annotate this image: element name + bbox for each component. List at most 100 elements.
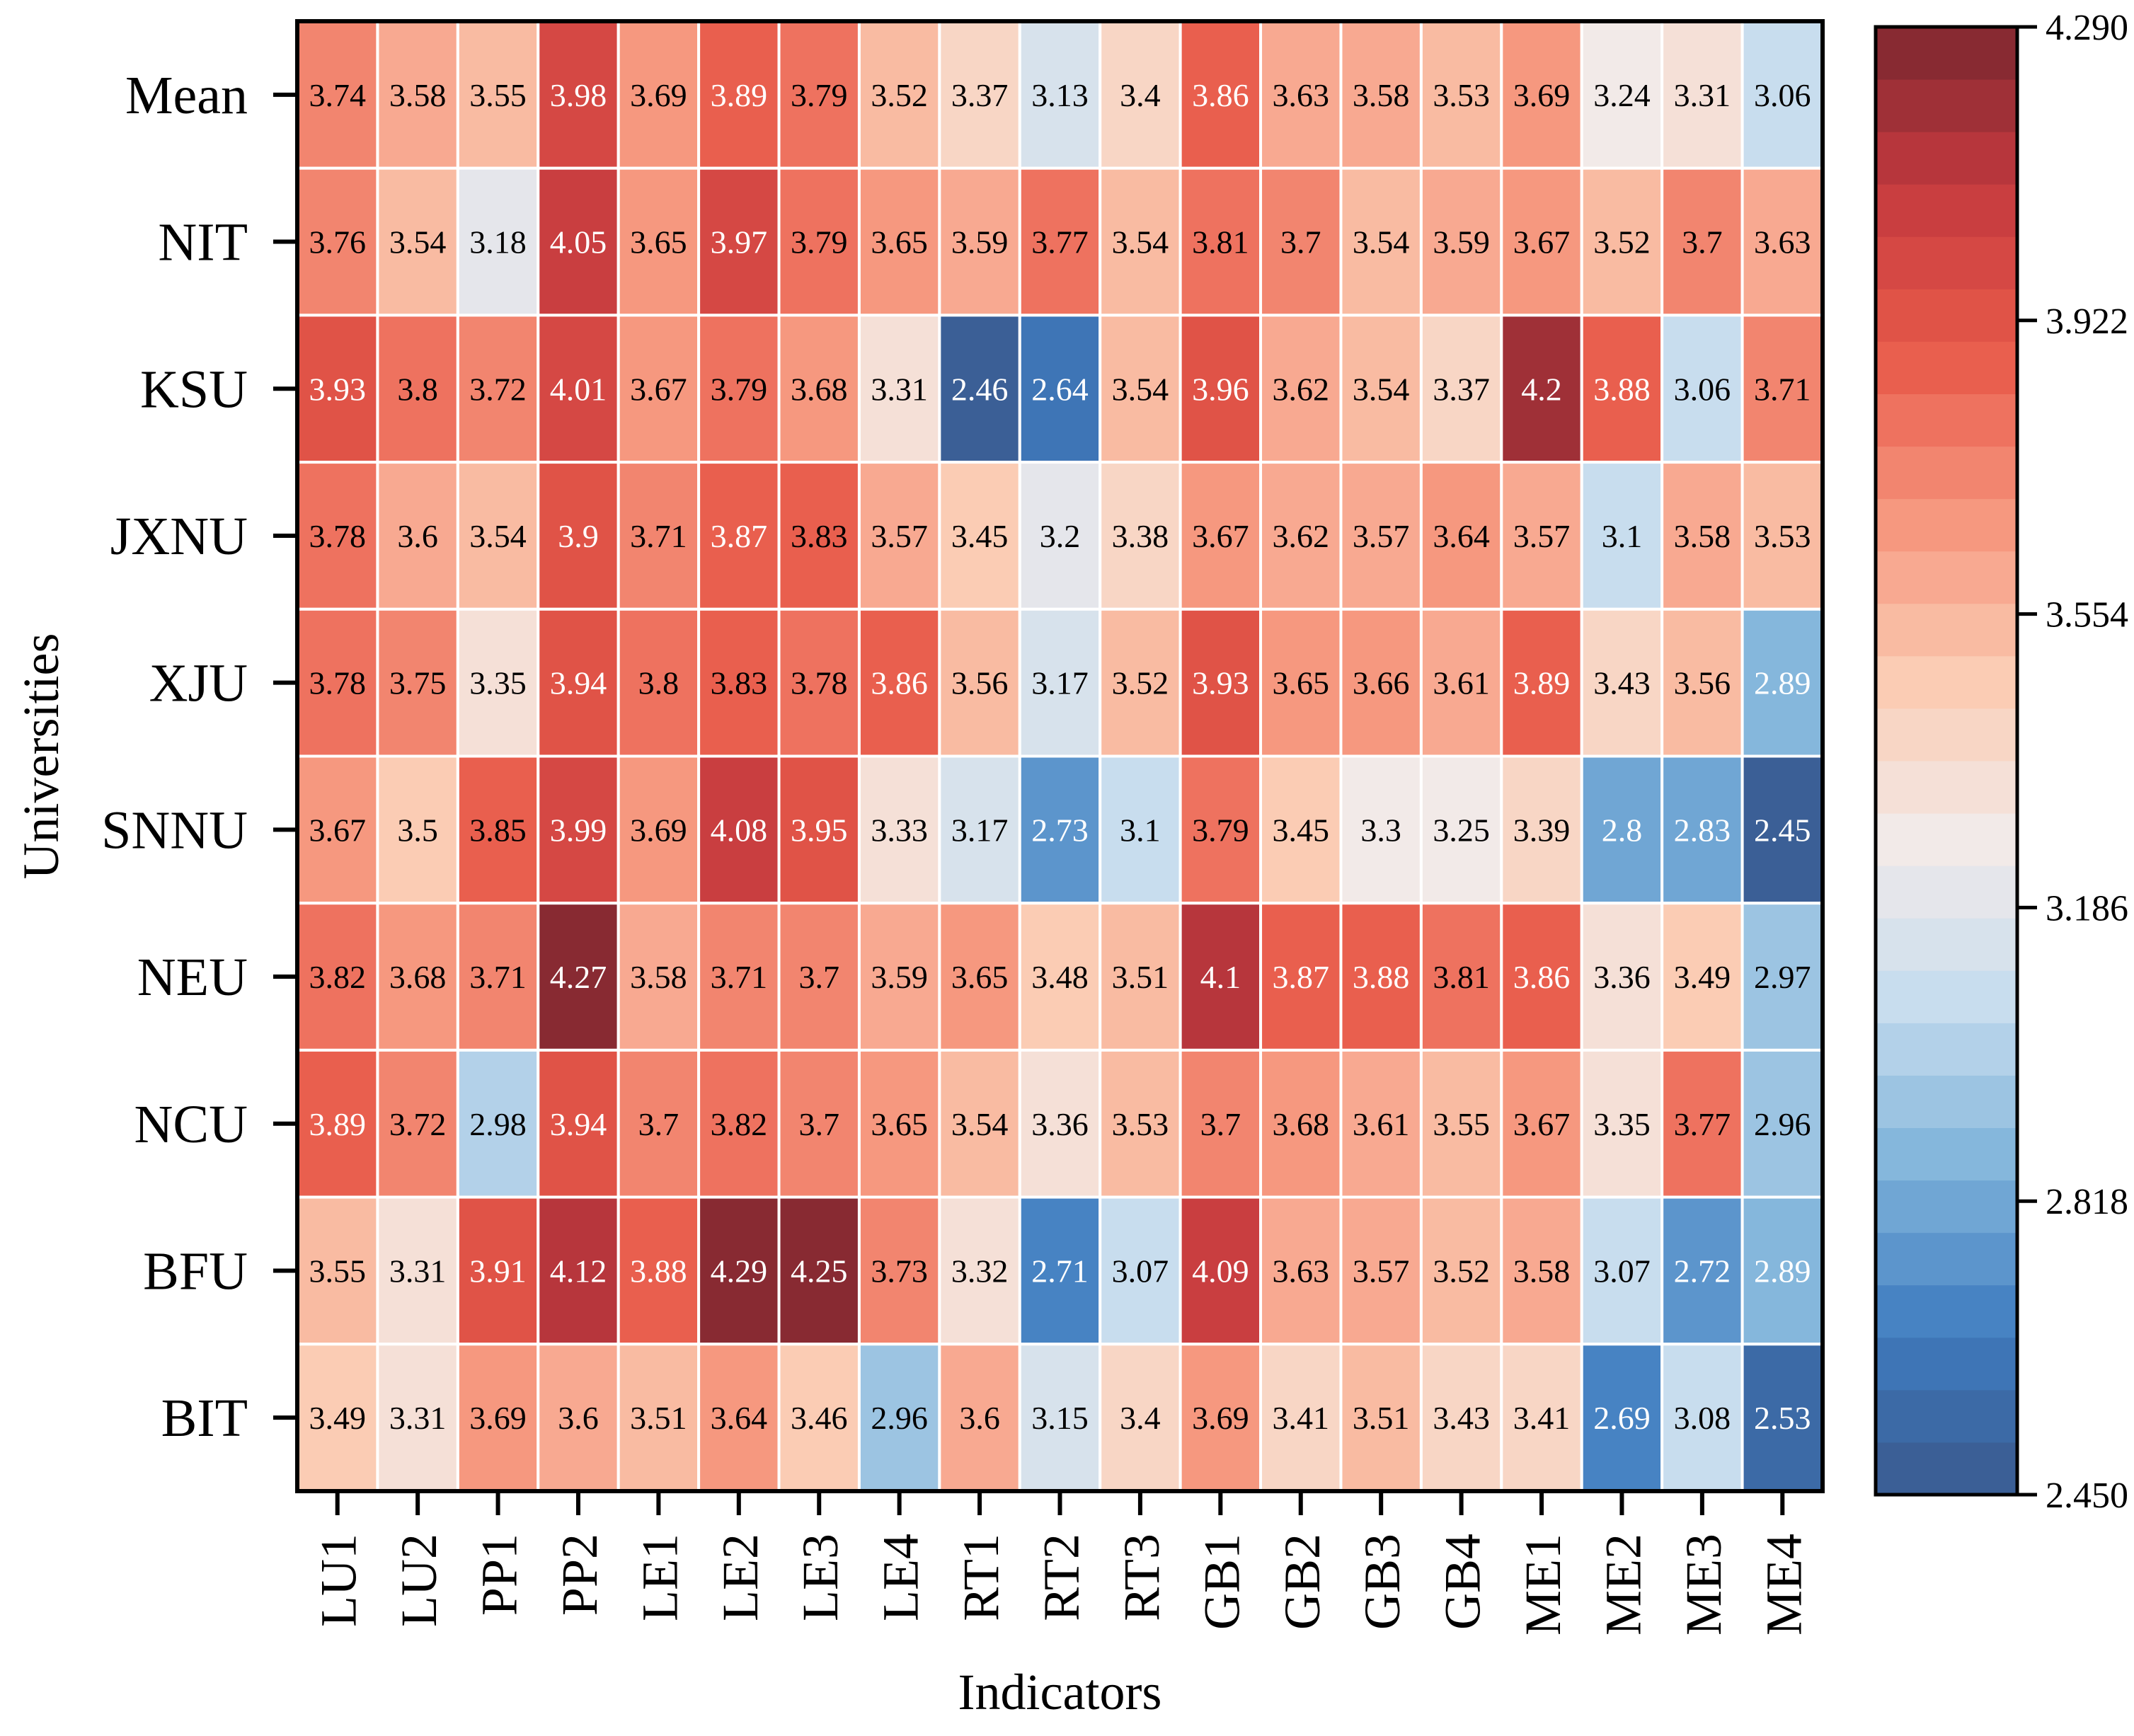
x-tick-label: ME2 bbox=[1595, 1534, 1651, 1636]
heatmap-cell-label: 3.54 bbox=[1112, 224, 1169, 260]
heatmap-cell-label: 3.68 bbox=[389, 959, 447, 995]
heatmap-cell-label: 3.8 bbox=[397, 371, 438, 407]
colorbar-segment bbox=[1876, 498, 2017, 552]
heatmap-cell bbox=[537, 1195, 620, 1346]
heatmap-cell-label: 3.54 bbox=[1353, 224, 1410, 260]
heatmap-cell-label: 3.61 bbox=[1353, 1106, 1410, 1142]
heatmap-cell-label: 4.27 bbox=[550, 959, 607, 995]
heatmap-cell-label: 3.67 bbox=[1513, 224, 1571, 260]
heatmap-cell bbox=[1178, 20, 1263, 170]
heatmap-cell-label: 3.78 bbox=[309, 518, 366, 554]
heatmap-cell-label: 3.75 bbox=[389, 665, 447, 701]
heatmap-cell bbox=[1500, 461, 1583, 611]
heatmap-cell-label: 3.71 bbox=[711, 959, 768, 995]
heatmap-cell-label: 3.08 bbox=[1674, 1400, 1731, 1436]
y-tick-label: BFU bbox=[143, 1241, 248, 1301]
heatmap-cell bbox=[376, 1343, 459, 1493]
y-tick-label: SNNU bbox=[101, 800, 248, 860]
heatmap-cell bbox=[456, 166, 540, 317]
heatmap-cell bbox=[376, 166, 459, 317]
heatmap-cell-label: 3.83 bbox=[791, 518, 848, 554]
colorbar-segment bbox=[1876, 131, 2017, 185]
heatmap-cell-label: 3.31 bbox=[389, 1253, 447, 1289]
heatmap-cell-label: 3.07 bbox=[1112, 1253, 1169, 1289]
x-tick-label: ME1 bbox=[1515, 1534, 1571, 1636]
y-tick-label: NEU bbox=[137, 948, 248, 1007]
heatmap-cell bbox=[1419, 902, 1503, 1052]
heatmap-cell-label: 3.86 bbox=[1513, 959, 1571, 995]
heatmap-cell bbox=[1259, 461, 1343, 611]
heatmap-cell bbox=[777, 314, 861, 464]
colorbar bbox=[1876, 26, 2017, 1495]
heatmap-cell bbox=[537, 461, 620, 611]
heatmap-cell-label: 3.67 bbox=[630, 371, 687, 407]
heatmap-cell bbox=[1419, 1048, 1503, 1199]
heatmap-cell-label: 3.3 bbox=[1360, 812, 1401, 848]
heatmap-cell-label: 3.45 bbox=[1273, 812, 1330, 848]
heatmap-cell-label: 3.31 bbox=[871, 371, 928, 407]
heatmap-cell-label: 3.43 bbox=[1433, 1400, 1490, 1436]
heatmap-cell bbox=[1259, 902, 1343, 1052]
heatmap-cell bbox=[1098, 314, 1182, 464]
heatmap-cell bbox=[1580, 314, 1664, 464]
colorbar-segment bbox=[1876, 1232, 2017, 1286]
heatmap-cell-label: 3.87 bbox=[1273, 959, 1330, 995]
heatmap-cell-label: 3.88 bbox=[630, 1253, 687, 1289]
heatmap-cell-label: 3.6 bbox=[397, 518, 438, 554]
heatmap-cell bbox=[376, 902, 459, 1052]
x-tick-label: PP2 bbox=[551, 1534, 608, 1616]
heatmap-cell bbox=[1500, 1048, 1583, 1199]
colorbar-tick-label: 2.450 bbox=[2046, 1476, 2128, 1516]
heatmap-cell bbox=[537, 902, 620, 1052]
heatmap-cell-label: 3.91 bbox=[469, 1253, 527, 1289]
heatmap-cell-label: 3.15 bbox=[1031, 1400, 1089, 1436]
heatmap-cell bbox=[1178, 754, 1263, 905]
colorbar-segment bbox=[1876, 865, 2017, 919]
heatmap-cell bbox=[376, 607, 459, 758]
heatmap-cell-label: 2.83 bbox=[1674, 812, 1731, 848]
heatmap-cell-label: 2.98 bbox=[469, 1106, 527, 1142]
heatmap-cell-label: 4.2 bbox=[1521, 371, 1562, 407]
colorbar-segment bbox=[1876, 446, 2017, 500]
heatmap-cell bbox=[777, 461, 861, 611]
heatmap-cell bbox=[1419, 754, 1503, 905]
heatmap-cell-label: 3.65 bbox=[871, 224, 928, 260]
heatmap-cell-label: 3.65 bbox=[1273, 665, 1330, 701]
x-tick-label: RT1 bbox=[953, 1534, 1009, 1621]
heatmap-cell bbox=[857, 166, 941, 317]
heatmap-cell-label: 3.58 bbox=[389, 77, 447, 113]
x-tick-label: GB2 bbox=[1274, 1534, 1331, 1630]
heatmap-cell-label: 3.68 bbox=[791, 371, 848, 407]
colorbar-segment bbox=[1876, 288, 2017, 342]
heatmap-cell-label: 3.51 bbox=[1112, 959, 1169, 995]
colorbar-segment bbox=[1876, 1442, 2017, 1495]
heatmap-cell-label: 3.97 bbox=[711, 224, 768, 260]
colorbar-segment bbox=[1876, 812, 2017, 866]
heatmap-cell-label: 3.61 bbox=[1433, 665, 1490, 701]
heatmap-cell-label: 3.67 bbox=[309, 812, 366, 848]
heatmap-cell-label: 3.55 bbox=[1433, 1106, 1490, 1142]
heatmap-cell-label: 3.58 bbox=[1353, 77, 1410, 113]
heatmap-cell bbox=[697, 20, 781, 170]
colorbar-segment bbox=[1876, 236, 2017, 289]
colorbar-segment bbox=[1876, 393, 2017, 447]
heatmap-cell-label: 3.7 bbox=[1682, 224, 1723, 260]
heatmap-cell-label: 3.4 bbox=[1120, 77, 1161, 113]
heatmap-cell bbox=[938, 754, 1021, 905]
colorbar-segment bbox=[1876, 1337, 2017, 1391]
x-tick-label: LU1 bbox=[311, 1534, 367, 1627]
heatmap-cell bbox=[616, 1048, 701, 1199]
heatmap-cell-label: 3.68 bbox=[1273, 1106, 1330, 1142]
colorbar-segment bbox=[1876, 26, 2017, 80]
heatmap-cell-label: 3.41 bbox=[1513, 1400, 1571, 1436]
heatmap-cell-label: 3.89 bbox=[711, 77, 768, 113]
x-tick-label: LE3 bbox=[792, 1534, 849, 1621]
heatmap-cell-label: 3.55 bbox=[309, 1253, 366, 1289]
colorbar-segment bbox=[1876, 655, 2017, 709]
heatmap-cell-label: 3.99 bbox=[550, 812, 607, 848]
heatmap-cell bbox=[1098, 461, 1182, 611]
heatmap-cell bbox=[938, 607, 1021, 758]
heatmap-cell-label: 3.98 bbox=[550, 77, 607, 113]
heatmap-cell-label: 3.57 bbox=[1353, 518, 1410, 554]
